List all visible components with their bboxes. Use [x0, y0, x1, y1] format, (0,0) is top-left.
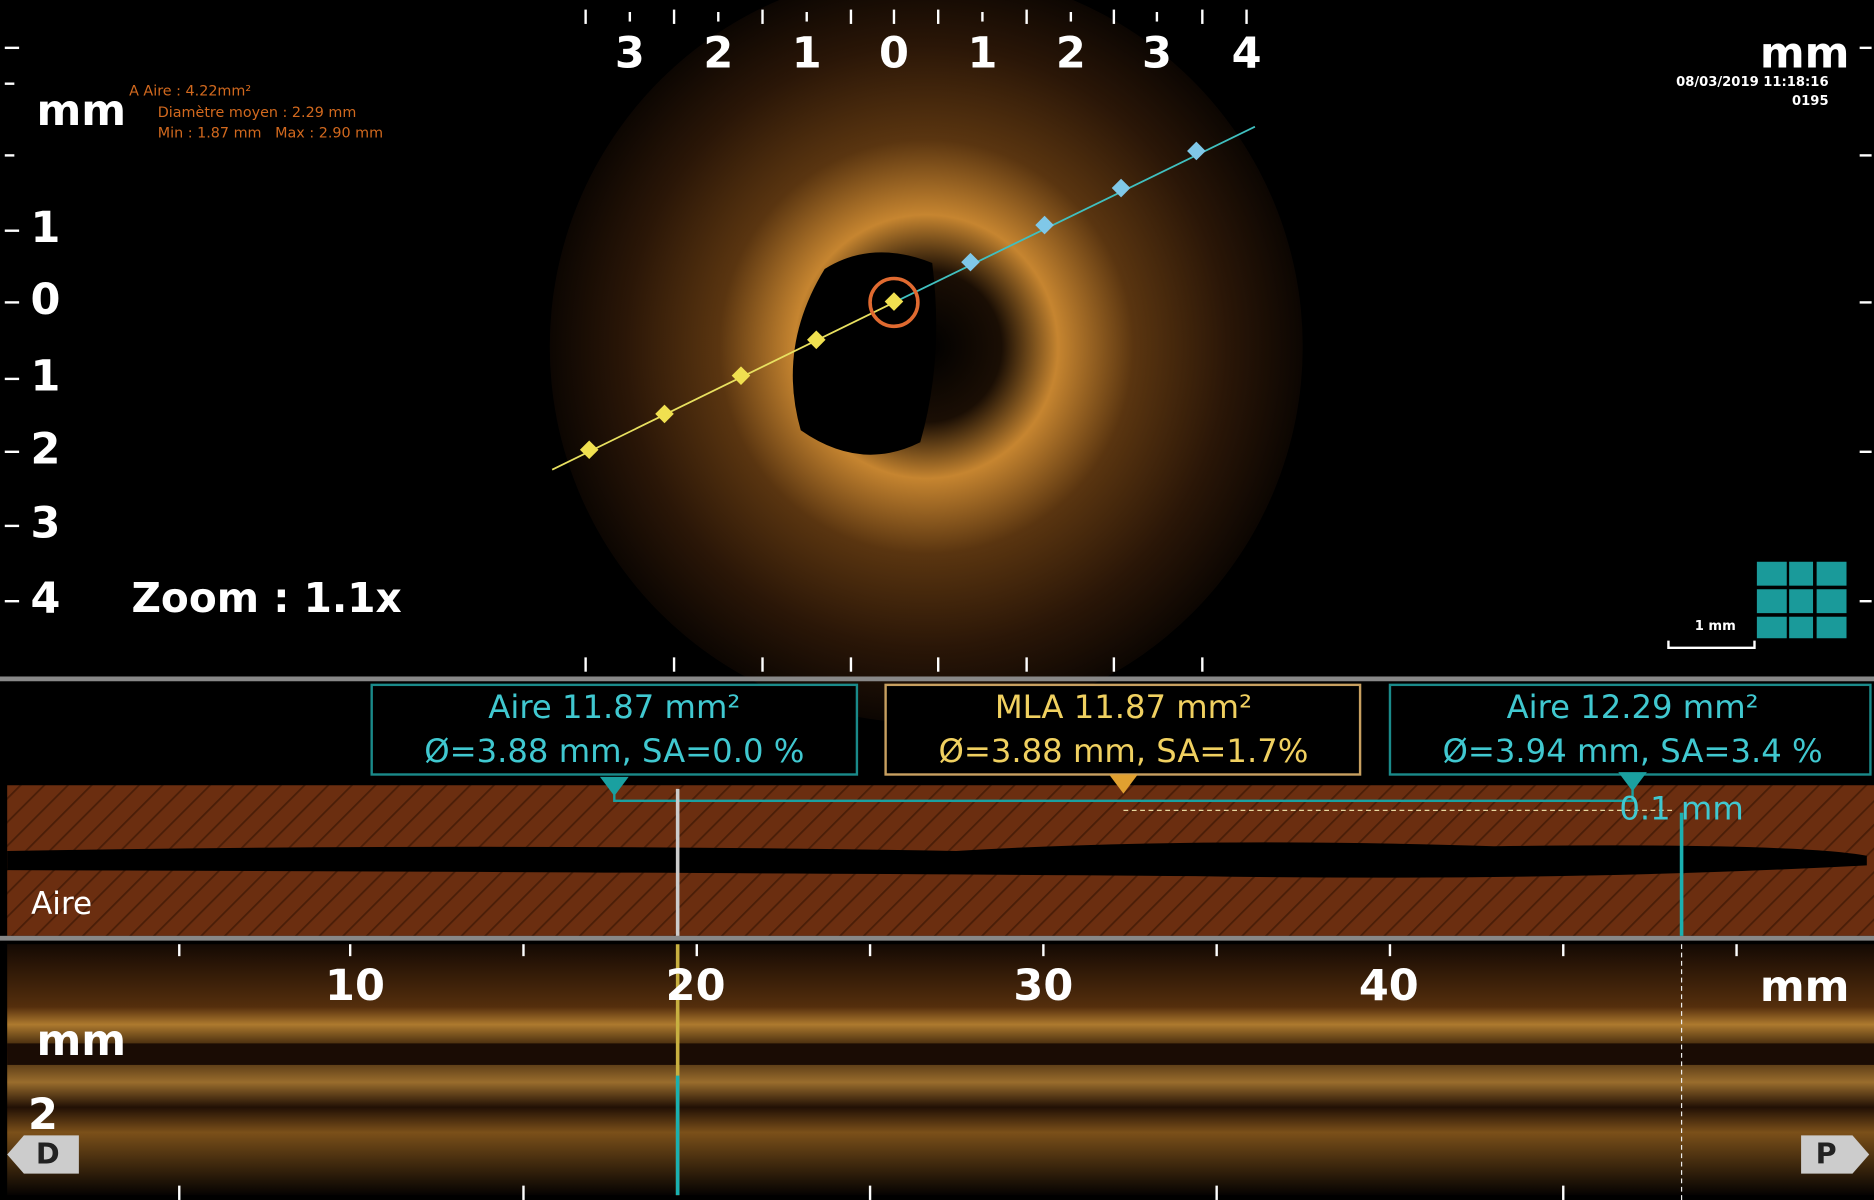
long-x-label: 40 — [1359, 961, 1419, 1011]
timestamp: 08/03/2019 11:18:16 — [1676, 75, 1829, 90]
mean-diameter: Diamètre moyen : 2.29 mm — [158, 105, 357, 121]
x-label: 3 — [615, 29, 645, 79]
measure-line — [551, 301, 895, 471]
marker[interactable] — [599, 776, 629, 797]
layout-grid-icon[interactable] — [1789, 589, 1814, 614]
right-button-label[interactable]: P — [1816, 1137, 1837, 1171]
yellow-points — [579, 292, 904, 460]
unit-label: mm — [36, 1016, 126, 1066]
unit-label: mm — [1760, 29, 1850, 79]
y-label: 2 — [30, 424, 60, 474]
left-button-label[interactable]: D — [36, 1137, 60, 1171]
long-x-label: 20 — [666, 961, 726, 1011]
box-line1: Aire 11.87 mm² — [488, 688, 740, 726]
x-label: 0 — [879, 29, 909, 79]
marker[interactable] — [1618, 772, 1647, 792]
layout-grid-icon[interactable] — [1756, 589, 1787, 614]
x-label: 1 — [967, 29, 997, 79]
point — [731, 366, 751, 385]
box-line2: Ø=3.88 mm, SA=1.7% — [938, 732, 1308, 770]
x-label: 2 — [703, 29, 733, 79]
layout-grid-icon[interactable] — [1816, 589, 1847, 614]
axis-ticks — [4, 9, 1872, 672]
separator — [0, 935, 1874, 941]
unit-label: mm — [1760, 962, 1850, 1012]
point — [884, 292, 904, 311]
x-label: 2 — [1056, 29, 1086, 79]
point — [1035, 215, 1054, 235]
x-label: 3 — [1142, 29, 1172, 79]
area-curve — [7, 842, 1867, 878]
frame-number: 0195 — [1792, 94, 1829, 109]
y-label: 2 — [28, 1090, 58, 1140]
long-x-label: 30 — [1013, 961, 1073, 1011]
y-label: 0 — [30, 275, 60, 325]
longitudinal-view — [7, 944, 1874, 1196]
point — [655, 404, 674, 424]
zoom-label: Zoom : 1.1x — [131, 574, 401, 622]
layout-grid-icon[interactable] — [1756, 616, 1787, 639]
y-label: 1 — [30, 351, 60, 401]
min-max: Min : 1.87 mm Max : 2.90 mm — [158, 125, 383, 141]
box-line2: Ø=3.88 mm, SA=0.0 % — [424, 732, 804, 770]
long-x-label: 10 — [325, 961, 385, 1011]
frame-box — [1388, 683, 1872, 776]
box-line2: Ø=3.94 mm, SA=3.4 % — [1443, 732, 1823, 770]
box-line1: Aire 12.29 mm² — [1507, 688, 1759, 726]
point — [1187, 141, 1206, 161]
layout-grid-icon[interactable] — [1756, 561, 1787, 586]
scale-bar-label: 1 mm — [1695, 619, 1736, 634]
box-line1: MLA 11.87 mm² — [995, 688, 1252, 726]
layout-grid-icon[interactable] — [1816, 616, 1847, 639]
layout-grid-icon[interactable] — [1789, 561, 1814, 586]
layout-grid-icon[interactable] — [1756, 561, 1847, 639]
left-button[interactable] — [7, 1135, 79, 1174]
panel-label: Aire — [31, 886, 92, 922]
layout-grid-icon[interactable] — [1789, 616, 1814, 639]
frame-box — [370, 683, 859, 776]
scale-bar — [1667, 640, 1756, 650]
catheter-band — [7, 1043, 1874, 1065]
cyan-points — [961, 141, 1206, 272]
point — [961, 252, 980, 272]
point — [579, 440, 599, 460]
x-label: 1 — [792, 29, 822, 79]
area-measure: A Aire : 4.22mm² — [129, 84, 251, 100]
separator — [0, 676, 1874, 682]
x-label: 4 — [1232, 29, 1262, 79]
layout-grid-icon[interactable] — [1816, 561, 1847, 586]
marker[interactable] — [1109, 774, 1138, 794]
y-label: 4 — [30, 574, 60, 624]
y-label: 3 — [30, 498, 60, 548]
long-ticks — [178, 944, 1738, 1200]
catheter-ring — [868, 276, 920, 329]
y-label: 1 — [30, 203, 60, 253]
unit-label: mm — [36, 86, 126, 136]
point — [1111, 178, 1131, 198]
point — [806, 330, 826, 350]
right-button[interactable] — [1801, 1135, 1870, 1174]
